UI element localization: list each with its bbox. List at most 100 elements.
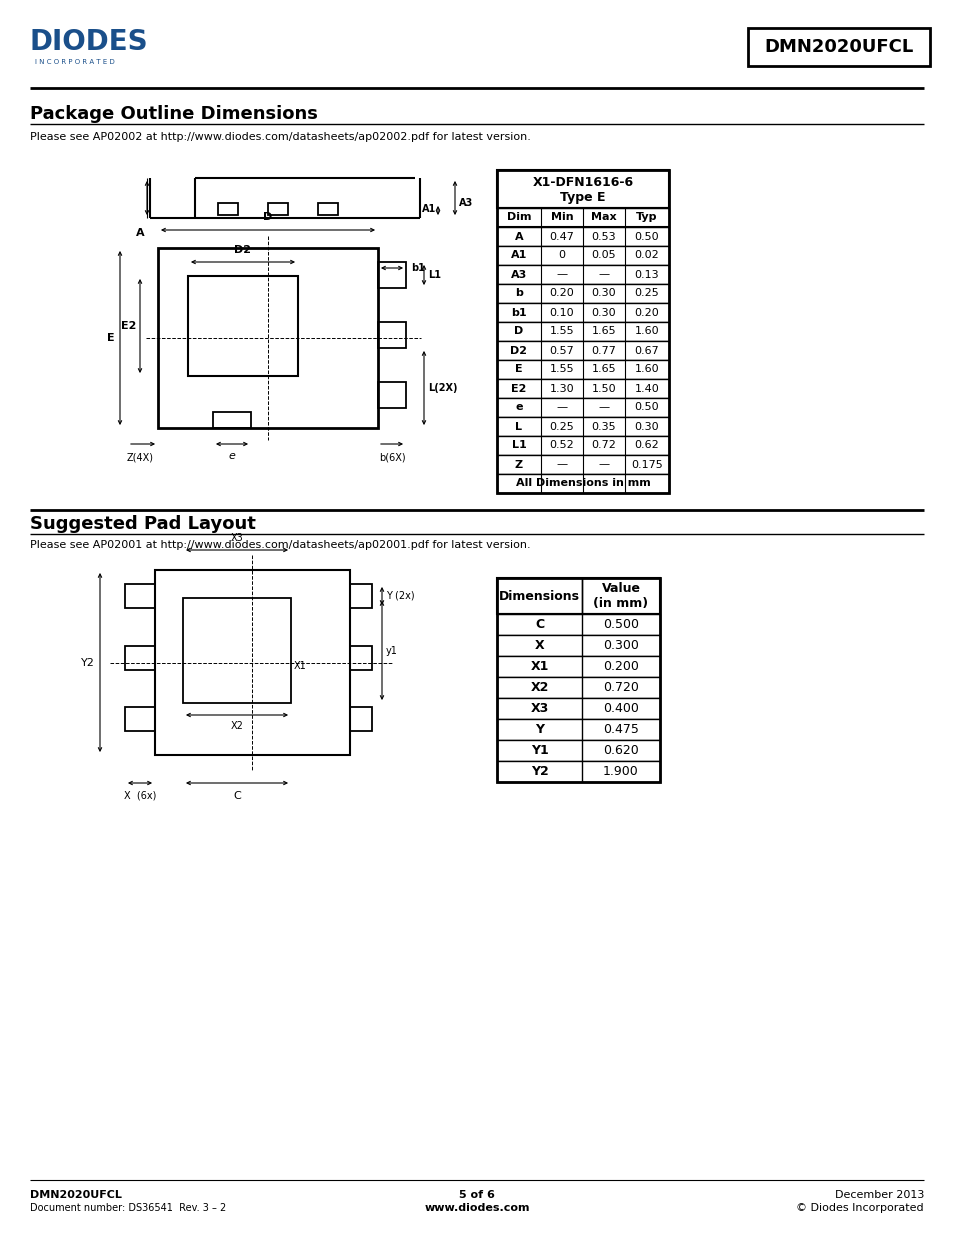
Bar <box>497 454 668 474</box>
Text: Max: Max <box>591 212 617 222</box>
Text: Value: Value <box>601 583 639 595</box>
Text: Z(4X): Z(4X) <box>127 452 153 462</box>
Text: (in mm): (in mm) <box>593 597 648 610</box>
Bar <box>497 246 668 266</box>
Bar <box>183 598 291 703</box>
Text: 0.20: 0.20 <box>549 289 574 299</box>
Bar <box>125 584 154 608</box>
Bar <box>350 646 372 669</box>
Bar <box>188 275 297 375</box>
Text: X2: X2 <box>231 721 243 731</box>
Text: 1.50: 1.50 <box>591 384 616 394</box>
Bar <box>497 614 659 635</box>
Text: 0.25: 0.25 <box>549 421 574 431</box>
Text: D2: D2 <box>234 245 252 254</box>
Text: December 2013: December 2013 <box>834 1191 923 1200</box>
Text: b(6X): b(6X) <box>378 452 405 462</box>
Text: X  (6x): X (6x) <box>124 790 156 802</box>
Text: 0.67: 0.67 <box>634 346 659 356</box>
Text: 0.30: 0.30 <box>591 289 616 299</box>
Text: 0.30: 0.30 <box>591 308 616 317</box>
Text: Package Outline Dimensions: Package Outline Dimensions <box>30 105 317 124</box>
Text: X1: X1 <box>530 659 548 673</box>
Bar <box>497 227 668 246</box>
Text: L1: L1 <box>511 441 526 451</box>
Text: Type E: Type E <box>559 190 605 204</box>
Text: D2: D2 <box>510 346 527 356</box>
Bar <box>497 677 659 698</box>
Text: Y (2x): Y (2x) <box>386 592 415 601</box>
Text: 5 of 6: 5 of 6 <box>458 1191 495 1200</box>
Text: A: A <box>515 231 523 242</box>
Text: D: D <box>514 326 523 336</box>
Bar <box>497 578 659 614</box>
Bar <box>497 740 659 761</box>
Bar <box>158 248 377 429</box>
Text: DIODES: DIODES <box>30 28 149 56</box>
Text: 1.60: 1.60 <box>634 364 659 374</box>
Text: 0.47: 0.47 <box>549 231 574 242</box>
Bar <box>377 382 406 408</box>
Text: 0.50: 0.50 <box>634 231 659 242</box>
Text: X1: X1 <box>294 661 307 672</box>
Text: 1.55: 1.55 <box>549 364 574 374</box>
Text: A3: A3 <box>458 198 473 207</box>
Text: A1: A1 <box>510 251 527 261</box>
Text: 0.02: 0.02 <box>634 251 659 261</box>
Bar <box>497 322 668 341</box>
Bar <box>377 262 406 288</box>
Text: Y: Y <box>535 722 543 736</box>
Bar <box>377 322 406 348</box>
Text: X1-DFN1616-6: X1-DFN1616-6 <box>532 175 633 189</box>
Text: 0.30: 0.30 <box>634 421 659 431</box>
Text: 0.475: 0.475 <box>602 722 639 736</box>
Bar <box>497 379 668 398</box>
Text: 1.65: 1.65 <box>591 364 616 374</box>
Text: E: E <box>108 333 115 343</box>
Text: C: C <box>535 618 543 631</box>
Text: 0.35: 0.35 <box>591 421 616 431</box>
Text: A1: A1 <box>421 204 436 214</box>
Text: E2: E2 <box>120 321 136 331</box>
Text: 0.500: 0.500 <box>602 618 639 631</box>
Text: b1: b1 <box>511 308 526 317</box>
Text: —: — <box>598 403 609 412</box>
Text: 0.53: 0.53 <box>591 231 616 242</box>
Bar <box>497 303 668 322</box>
Text: Y1: Y1 <box>530 743 548 757</box>
Text: 0.57: 0.57 <box>549 346 574 356</box>
Text: D: D <box>263 212 273 222</box>
Text: Document number: DS36541  Rev. 3 – 2: Document number: DS36541 Rev. 3 – 2 <box>30 1203 226 1213</box>
Text: —: — <box>556 403 567 412</box>
Text: b: b <box>515 289 522 299</box>
Bar <box>154 571 350 755</box>
Text: 1.65: 1.65 <box>591 326 616 336</box>
Text: E2: E2 <box>511 384 526 394</box>
Text: Typ: Typ <box>636 212 657 222</box>
Text: DMN2020UFCL: DMN2020UFCL <box>30 1191 122 1200</box>
Bar <box>268 203 288 215</box>
Text: e: e <box>515 403 522 412</box>
Text: Z: Z <box>515 459 522 469</box>
Bar <box>497 359 668 379</box>
Text: X3: X3 <box>231 534 243 543</box>
Bar <box>497 207 668 227</box>
Bar <box>497 719 659 740</box>
Bar <box>125 646 154 669</box>
Text: L(2X): L(2X) <box>428 383 457 393</box>
Text: 0.62: 0.62 <box>634 441 659 451</box>
Bar <box>497 578 659 782</box>
Text: Suggested Pad Layout: Suggested Pad Layout <box>30 515 255 534</box>
Text: 0.300: 0.300 <box>602 638 639 652</box>
Text: Min: Min <box>550 212 573 222</box>
Bar <box>497 417 668 436</box>
Bar <box>497 341 668 359</box>
Text: 0: 0 <box>558 251 565 261</box>
Bar <box>497 656 659 677</box>
Bar <box>747 28 929 65</box>
Text: Please see AP02001 at http://www.diodes.com/datasheets/ap02001.pdf for latest ve: Please see AP02001 at http://www.diodes.… <box>30 540 530 550</box>
Bar <box>497 170 668 493</box>
Bar <box>317 203 337 215</box>
Bar <box>213 412 251 429</box>
Text: 0.10: 0.10 <box>549 308 574 317</box>
